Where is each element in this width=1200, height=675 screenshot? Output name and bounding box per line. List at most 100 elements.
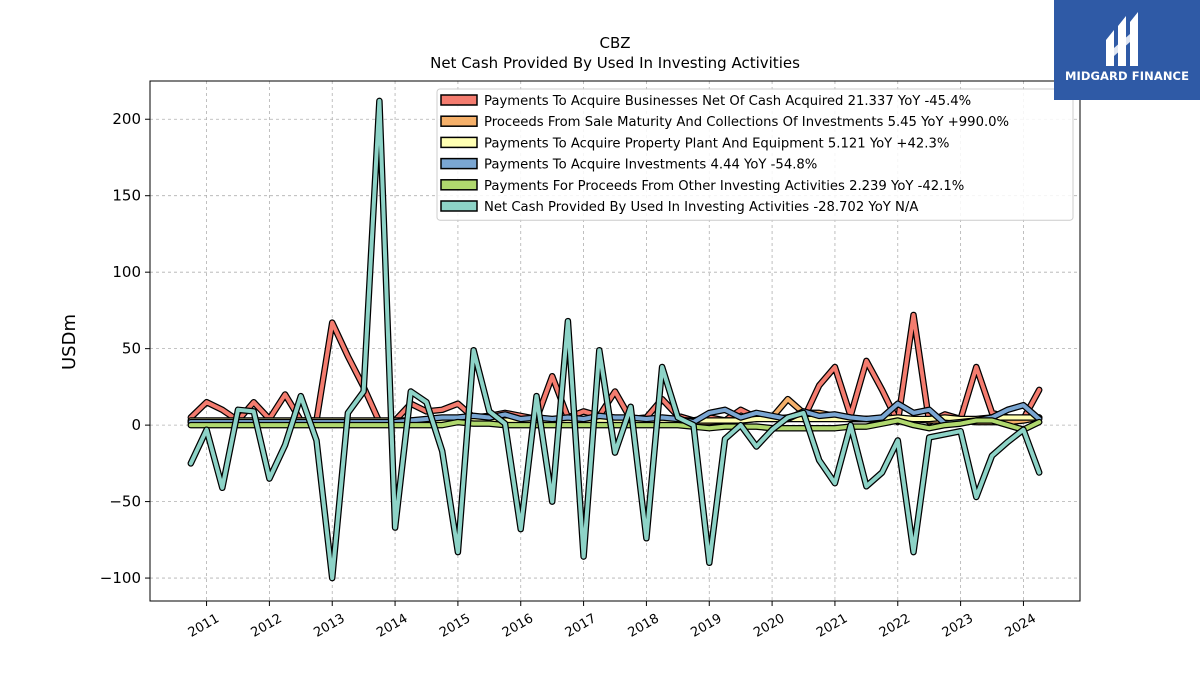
data-point <box>551 424 553 426</box>
data-point <box>567 417 569 418</box>
data-point <box>457 417 459 418</box>
data-point <box>410 391 412 392</box>
data-point <box>865 360 867 362</box>
data-point <box>630 406 632 408</box>
data-point <box>253 401 255 403</box>
series-line <box>188 313 1042 425</box>
data-point <box>488 417 490 418</box>
data-point <box>1022 404 1024 406</box>
legend-label: Payments To Acquire Property Plant And E… <box>484 136 949 151</box>
data-point <box>724 409 726 411</box>
data-point <box>771 429 773 431</box>
data-point <box>347 412 349 414</box>
data-point <box>363 424 365 426</box>
data-point <box>583 424 585 426</box>
data-point <box>818 384 820 386</box>
data-point <box>708 562 710 564</box>
x-tick-label: 2011 <box>186 611 222 641</box>
data-point <box>834 427 836 429</box>
data-point <box>1007 441 1009 443</box>
data-point <box>1007 424 1009 426</box>
y-tick-label: 0 <box>131 416 141 434</box>
legend: Payments To Acquire Businesses Net Of Ca… <box>436 88 1074 221</box>
data-point <box>693 424 694 426</box>
x-tick-label: 2019 <box>688 611 724 641</box>
legend-label: Payments To Acquire Businesses Net Of Ca… <box>484 94 971 109</box>
data-point <box>881 389 883 391</box>
data-point <box>991 412 993 414</box>
x-tick-label: 2022 <box>877 611 913 641</box>
data-point <box>834 413 836 415</box>
data-point <box>426 418 427 420</box>
data-point <box>740 417 742 418</box>
data-point <box>394 527 396 529</box>
data-point <box>441 450 443 452</box>
data-point <box>740 424 742 426</box>
data-point <box>708 420 710 421</box>
y-tick-label: −50 <box>109 493 141 511</box>
data-point <box>598 415 600 417</box>
data-point <box>913 412 914 414</box>
data-point <box>975 366 977 368</box>
data-point <box>1038 472 1040 473</box>
legend-label: Proceeds From Sale Maturity And Collecti… <box>484 115 1009 130</box>
data-point <box>708 427 710 429</box>
data-point <box>567 320 569 322</box>
data-point <box>803 427 804 429</box>
data-point <box>426 424 427 426</box>
data-point <box>614 417 616 418</box>
data-point <box>834 482 836 484</box>
data-point <box>818 415 820 417</box>
chart-subtitle: Net Cash Provided By Used In Investing A… <box>430 54 800 72</box>
data-point <box>834 366 836 368</box>
data-point <box>237 409 239 411</box>
data-point <box>598 424 600 426</box>
data-point <box>457 403 459 405</box>
x-tick-label: 2015 <box>437 611 473 641</box>
legend-swatch <box>440 200 478 212</box>
legend-label: Net Cash Provided By Used In Investing A… <box>484 200 918 215</box>
data-point <box>441 417 443 418</box>
data-point <box>708 412 710 414</box>
data-point <box>913 424 914 426</box>
data-point <box>975 496 977 498</box>
data-point <box>881 472 883 473</box>
data-point <box>818 459 820 461</box>
x-tick-label: 2020 <box>751 611 787 641</box>
data-point <box>614 452 616 454</box>
legend-label: Payments For Proceeds From Other Investi… <box>484 179 964 194</box>
brand-logo: MIDGARD FINANCE <box>1054 0 1200 100</box>
data-point <box>190 462 192 464</box>
data-point <box>473 423 475 425</box>
data-point <box>504 413 506 415</box>
data-point <box>331 577 333 579</box>
data-point <box>394 424 396 426</box>
data-point <box>551 418 553 420</box>
data-point <box>850 424 852 426</box>
data-point <box>724 420 726 421</box>
data-point <box>850 417 852 418</box>
data-point <box>284 394 286 395</box>
plot-frame <box>149 80 1081 602</box>
data-point <box>661 366 663 368</box>
series-1 <box>187 311 1043 426</box>
data-point <box>206 401 208 403</box>
legend-box <box>436 88 1074 221</box>
y-tick-label: 150 <box>112 187 141 205</box>
data-point <box>441 409 443 411</box>
data-point <box>1038 421 1040 423</box>
data-point <box>645 537 647 539</box>
data-point <box>787 417 789 418</box>
data-point <box>755 426 757 428</box>
data-point <box>818 427 820 429</box>
data-point <box>661 417 663 418</box>
data-point <box>473 415 475 417</box>
x-tick-label: 2012 <box>249 611 285 641</box>
chart-title: CBZ <box>599 34 630 52</box>
data-point <box>441 424 443 426</box>
data-point <box>363 391 365 392</box>
data-point <box>803 412 804 414</box>
data-point <box>928 418 930 420</box>
data-point <box>583 556 585 558</box>
data-point <box>1022 417 1024 418</box>
